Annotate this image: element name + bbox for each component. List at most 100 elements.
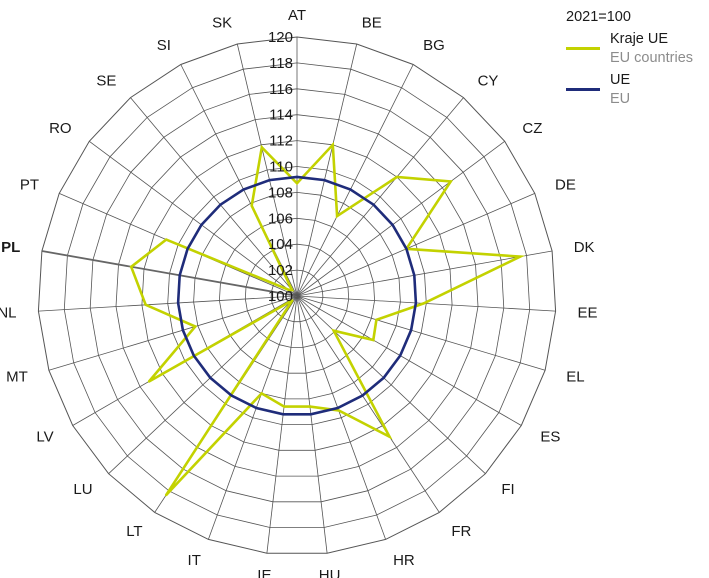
tick-labels: 100 102 104 106 108 110 112 114 116 118 120 <box>268 29 293 305</box>
grid-ring <box>193 191 401 400</box>
data-point <box>178 274 181 277</box>
legend-swatch-eu-countries <box>566 47 600 50</box>
category-label: EE <box>578 304 598 321</box>
data-point <box>130 265 133 268</box>
grid-spoke <box>208 295 298 540</box>
tick-label: 104 <box>268 236 293 253</box>
grid-spoke <box>296 97 464 297</box>
grid-ring <box>63 62 531 528</box>
data-point <box>323 178 326 182</box>
category-label: IT <box>188 552 201 569</box>
legend-entry-eu: UE EU <box>566 71 693 109</box>
category-label: DE <box>555 177 576 194</box>
grid-spoke <box>266 295 298 554</box>
tick-label: 116 <box>269 81 293 98</box>
data-point <box>391 223 394 227</box>
series-line <box>176 175 418 416</box>
base-year-note: 2021=100 <box>566 9 631 25</box>
data-point <box>290 288 294 292</box>
grid-spoke <box>296 64 414 297</box>
grid-spoke <box>296 295 486 474</box>
data-point <box>287 288 290 291</box>
category-label: BE <box>362 15 382 32</box>
tick-label: 114 <box>269 107 293 124</box>
legend-label-eu-en: EU <box>610 91 631 107</box>
data-point <box>308 405 312 408</box>
grid-ring <box>141 140 453 451</box>
legend-entry-eu-countries: Kraje UE EU countries <box>566 30 693 68</box>
data-point <box>219 203 222 206</box>
category-label: CZ <box>522 120 542 137</box>
category-label: BG <box>423 37 445 54</box>
category-label: ES <box>540 429 560 446</box>
data-point <box>336 406 339 410</box>
grid-ring <box>115 114 479 477</box>
data-point <box>282 405 286 408</box>
data-point <box>186 247 189 250</box>
tick-label: 106 <box>268 210 293 227</box>
category-label: RO <box>49 120 72 137</box>
grid-spoke <box>89 140 298 297</box>
data-point <box>242 188 245 191</box>
data-point <box>295 182 299 185</box>
grid-spoke <box>41 250 298 297</box>
data-point <box>361 394 364 397</box>
data-point <box>414 301 418 305</box>
data-point <box>372 203 375 206</box>
grid-spoke <box>296 295 522 426</box>
data-point <box>372 338 375 342</box>
data-point <box>422 302 425 305</box>
category-labels: AT BE BG CY CZ DE DK EE EL ES FI FR HR HU IE IT LT LU LV MT… <box>0 7 598 578</box>
data-point <box>209 376 212 379</box>
category-label: HU <box>319 567 341 578</box>
category-label: PL <box>1 239 20 256</box>
data-point <box>449 180 452 183</box>
legend-label-eu-countries: Kraje UE <box>610 31 669 47</box>
data-point <box>399 354 402 357</box>
legend: 2021=100 Kraje UE EU countries UE EU <box>566 8 693 112</box>
grid-spoke <box>38 295 298 312</box>
data-point <box>331 143 334 146</box>
data-point <box>382 376 385 379</box>
data-point <box>375 318 378 321</box>
category-label: LV <box>36 429 53 446</box>
data-point <box>388 435 391 438</box>
data-point <box>395 175 399 179</box>
data-point <box>268 178 271 182</box>
data-point <box>282 413 285 416</box>
tick-label: 120 <box>268 29 293 46</box>
grid-spoke <box>296 140 505 297</box>
data-point <box>181 329 185 332</box>
data-point <box>291 299 294 302</box>
grid-ring <box>244 243 350 348</box>
tick-label: 100 <box>268 288 293 305</box>
category-label: FI <box>501 481 514 498</box>
grid-ring <box>37 36 557 554</box>
data-point <box>409 329 413 332</box>
data-point <box>519 255 522 258</box>
data-point <box>147 380 151 383</box>
tick-label: 118 <box>269 55 293 72</box>
data-point <box>164 493 168 497</box>
grid-spoke <box>296 193 535 297</box>
data-point <box>260 146 263 149</box>
grid-spoke <box>296 295 440 513</box>
data-point <box>295 175 299 179</box>
category-label: FR <box>451 523 471 540</box>
tick-label: 102 <box>268 262 293 279</box>
grid-ring <box>167 166 427 426</box>
data-point <box>309 413 312 416</box>
category-label: LT <box>126 523 142 540</box>
data-point <box>255 406 258 410</box>
data-point <box>405 247 408 250</box>
grid-spoke <box>296 295 546 371</box>
grid-spoke <box>296 295 386 540</box>
category-label: PT <box>20 177 39 194</box>
tick-label: 110 <box>269 159 293 176</box>
grid-ring <box>89 88 505 503</box>
tick-label: 108 <box>268 184 293 201</box>
category-label: NL <box>0 304 17 321</box>
category-label: MT <box>6 369 28 386</box>
grid-rings <box>37 36 557 554</box>
